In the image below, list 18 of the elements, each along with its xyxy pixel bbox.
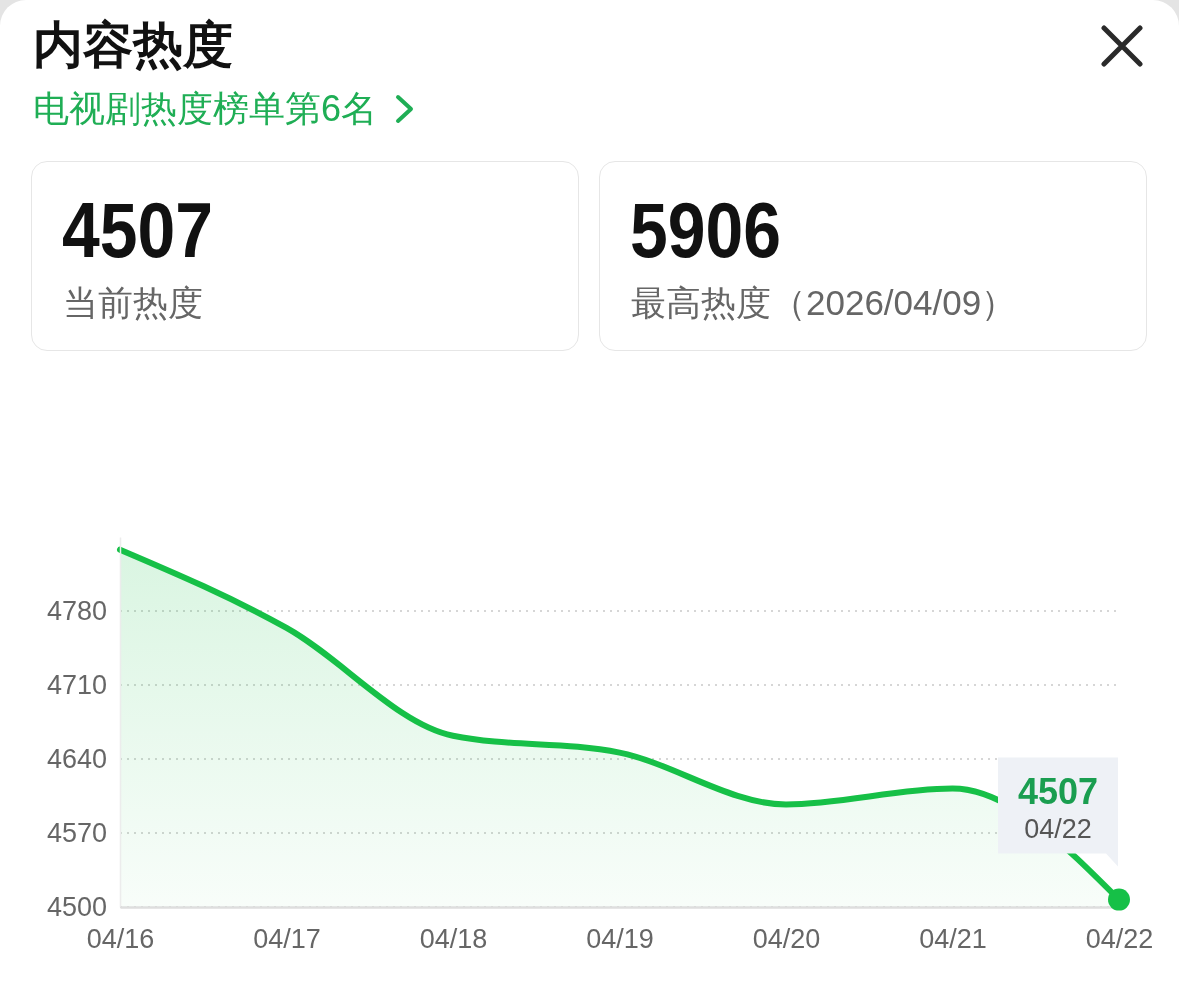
data-label: 4507 <box>1017 771 1099 813</box>
y-tick-label: 4710 <box>46 670 107 701</box>
x-tick-label: 04/19 <box>586 924 654 955</box>
y-tick-label: 4780 <box>46 596 107 627</box>
chart-title: 内容热度 <box>33 17 233 73</box>
x-tick-label: 04/21 <box>919 924 987 955</box>
x-tick-label: 04/22 <box>1085 924 1154 955</box>
card: 4507 当前热度 <box>31 161 579 351</box>
card: 5906 最高热度（2026/04/09） <box>599 161 1147 351</box>
x-tick-label: 04/18 <box>419 924 488 955</box>
x-tick-label: 04/16 <box>86 924 155 955</box>
y-tick-label: 4640 <box>46 744 107 775</box>
annotation: 04/22 <box>1024 813 1092 844</box>
y-tick-label: 4500 <box>46 892 107 923</box>
y-tick-label: 4570 <box>46 818 107 849</box>
x-tick-label: 04/20 <box>752 924 821 955</box>
x-tick-label: 04/17 <box>253 924 321 955</box>
chart-subtitle: 电视剧热度榜单第6名 <box>33 88 378 129</box>
